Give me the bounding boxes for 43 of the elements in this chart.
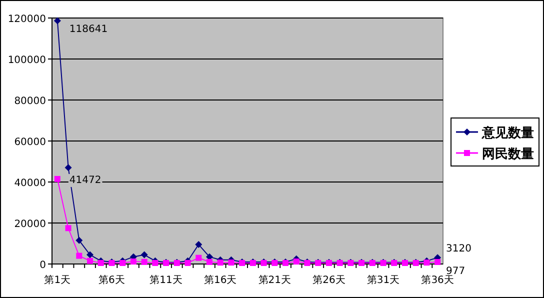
point [98,260,104,266]
point [152,260,158,266]
x-tick-label: 第31天 [366,274,400,286]
point [217,260,224,266]
point [424,260,430,266]
point [76,252,82,259]
y-tick-label: 100000 [8,55,46,66]
point [120,260,126,266]
x-tick-label: 第26天 [312,274,346,286]
x-tick-label: 第36天 [421,274,454,286]
point [184,260,191,266]
y-tick-label: 0 [40,260,46,271]
point [76,236,83,244]
point [54,17,61,24]
point [195,241,202,248]
point [434,258,441,265]
point [64,164,72,172]
point [228,260,234,266]
point [130,258,136,265]
point [206,258,212,265]
x-tick-label: 第16天 [204,274,237,286]
point [141,258,148,265]
annotation: 118641 [69,24,108,35]
x-tick-label: 第21天 [258,274,292,286]
y-tick-label: 60000 [14,137,46,148]
point [65,225,72,232]
annotation: 3120 [446,244,472,255]
y-tick-label: 120000 [8,14,46,25]
y-tick-label: 80000 [14,96,46,107]
legend-label: 意见数量 [481,125,534,141]
x-tick-label: 第11天 [150,274,182,286]
annotation: 41472 [69,174,102,186]
y-tick-label: 20000 [14,219,46,230]
point [86,251,94,258]
legend-label: 网民数量 [482,147,534,162]
point [87,258,94,264]
point [54,176,60,182]
x-tick-label: 第1天 [44,274,71,286]
point [293,258,300,265]
point [140,251,148,258]
y-tick-label: 40000 [14,178,46,189]
x-tick-label: 第6天 [98,274,125,286]
point [196,254,202,261]
